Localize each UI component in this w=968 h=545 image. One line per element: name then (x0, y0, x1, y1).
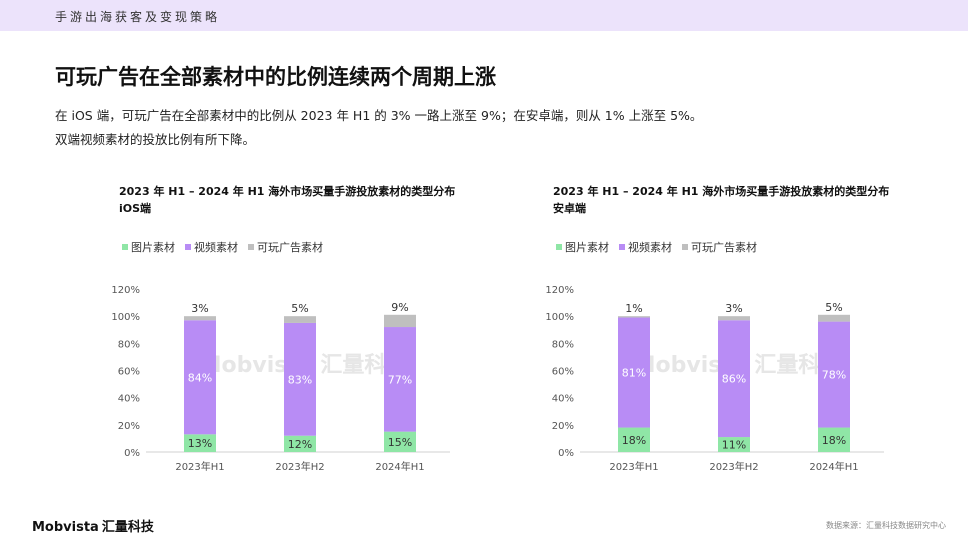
chart-android-title: 2023 年 H1 – 2024 年 H1 海外市场买量手游投放素材的类型分布 … (553, 183, 889, 217)
data-label-image: 12% (288, 438, 312, 451)
chart-ios-legend: 图片素材 视频素材 可玩广告素材 (122, 239, 323, 255)
x-tick-label: 2023年H2 (275, 460, 324, 473)
data-label-playable: 5% (291, 302, 308, 315)
data-label-playable: 5% (825, 301, 842, 314)
bar-segment-playable (284, 316, 316, 323)
data-label-image: 13% (188, 437, 212, 450)
data-label-video: 86% (722, 373, 746, 386)
bar-segment-playable (618, 316, 650, 318)
data-label-video: 81% (622, 367, 646, 380)
data-label-video: 84% (188, 371, 212, 384)
chart-ios-title: 2023 年 H1 – 2024 年 H1 海外市场买量手游投放素材的类型分布 … (119, 183, 455, 217)
bar-segment-image (184, 434, 216, 452)
bar-segment-playable (818, 314, 850, 322)
data-label-playable: 3% (725, 302, 742, 315)
y-tick-label: 100% (545, 312, 574, 323)
x-tick-label: 2024年H1 (809, 460, 858, 473)
legend-label: 图片素材 (565, 241, 609, 254)
legend-item-image: 图片素材 (122, 239, 175, 255)
section-title: 手游出海获客及变现策略 (55, 10, 221, 24)
legend-swatch-image (556, 244, 562, 250)
y-tick-label: 60% (118, 367, 140, 378)
y-tick-label: 0% (558, 448, 574, 459)
y-tick-label: 40% (552, 394, 574, 405)
y-tick-label: 0% (124, 448, 140, 459)
y-tick-label: 60% (552, 367, 574, 378)
y-tick-label: 80% (552, 339, 574, 350)
bar-segment-video (184, 320, 216, 435)
legend-label: 图片素材 (131, 241, 175, 254)
chart-android-title-main: 2023 年 H1 – 2024 年 H1 海外市场买量手游投放素材的类型分布 (553, 185, 890, 198)
data-label-playable: 9% (391, 301, 408, 314)
y-tick-label: 100% (111, 312, 140, 323)
bar-segment-image (618, 427, 650, 452)
bar-segment-video (718, 320, 750, 438)
x-tick-label: 2023年H1 (609, 460, 658, 473)
x-tick-label: 2024年H1 (375, 460, 424, 473)
data-label-video: 83% (288, 373, 312, 386)
bar-segment-playable (184, 316, 216, 321)
bar-segment-video (618, 317, 650, 428)
legend-swatch-video (185, 244, 191, 250)
bar-segment-video (818, 321, 850, 428)
bar-segment-playable (384, 314, 416, 328)
chart-android-legend: 图片素材 视频素材 可玩广告素材 (556, 239, 757, 255)
legend-swatch-playable (248, 244, 254, 250)
bar-segment-image (718, 437, 750, 452)
legend-swatch-video (619, 244, 625, 250)
data-label-video: 77% (388, 373, 412, 386)
legend-label: 视频素材 (194, 241, 238, 254)
page-title: 可玩广告在全部素材中的比例连续两个周期上涨 (55, 65, 496, 89)
data-label-video: 78% (822, 369, 846, 382)
legend-label: 可玩广告素材 (257, 241, 323, 254)
legend-swatch-playable (682, 244, 688, 250)
y-tick-label: 20% (118, 421, 140, 432)
subtitle-line-2: 双端视频素材的投放比例有所下降。 (55, 132, 256, 147)
y-tick-label: 80% (118, 339, 140, 350)
legend-item-playable: 可玩广告素材 (682, 239, 757, 255)
bar-segment-video (284, 322, 316, 436)
x-tick-label: 2023年H1 (175, 460, 224, 473)
bar-segment-image (818, 427, 850, 452)
data-label-playable: 1% (625, 302, 642, 315)
legend-item-playable: 可玩广告素材 (248, 239, 323, 255)
data-label-image: 18% (622, 434, 646, 447)
footer-logo: Mobvista 汇量科技 (32, 516, 154, 535)
logo-en: Mobvista (32, 520, 99, 535)
legend-label: 视频素材 (628, 241, 672, 254)
chart-ios-title-sub: iOS端 (119, 202, 152, 215)
top-banner: 手游出海获客及变现策略 (0, 0, 968, 31)
legend-label: 可玩广告素材 (691, 241, 757, 254)
y-tick-label: 120% (545, 285, 574, 296)
data-label-image: 18% (822, 434, 846, 447)
chart-ios-title-main: 2023 年 H1 – 2024 年 H1 海外市场买量手游投放素材的类型分布 (119, 185, 456, 198)
data-label-image: 11% (722, 439, 746, 452)
bar-segment-image (384, 431, 416, 452)
y-tick-label: 20% (552, 421, 574, 432)
subtitle-line-1: 在 iOS 端，可玩广告在全部素材中的比例从 2023 年 H1 的 3% 一路… (55, 108, 703, 123)
bar-segment-image (284, 435, 316, 452)
legend-item-video: 视频素材 (185, 239, 238, 255)
chart-android-title-sub: 安卓端 (553, 202, 586, 215)
data-label-playable: 3% (191, 302, 208, 315)
logo-cn: 汇量科技 (101, 520, 154, 535)
legend-swatch-image (122, 244, 128, 250)
legend-item-image: 图片素材 (556, 239, 609, 255)
data-source: 数据来源：汇量科技数据研究中心 (826, 521, 946, 530)
y-tick-label: 40% (118, 394, 140, 405)
y-tick-label: 120% (111, 285, 140, 296)
bar-segment-video (384, 327, 416, 432)
x-tick-label: 2023年H2 (709, 460, 758, 473)
legend-item-video: 视频素材 (619, 239, 672, 255)
data-label-image: 15% (388, 436, 412, 449)
bar-segment-playable (718, 316, 750, 321)
